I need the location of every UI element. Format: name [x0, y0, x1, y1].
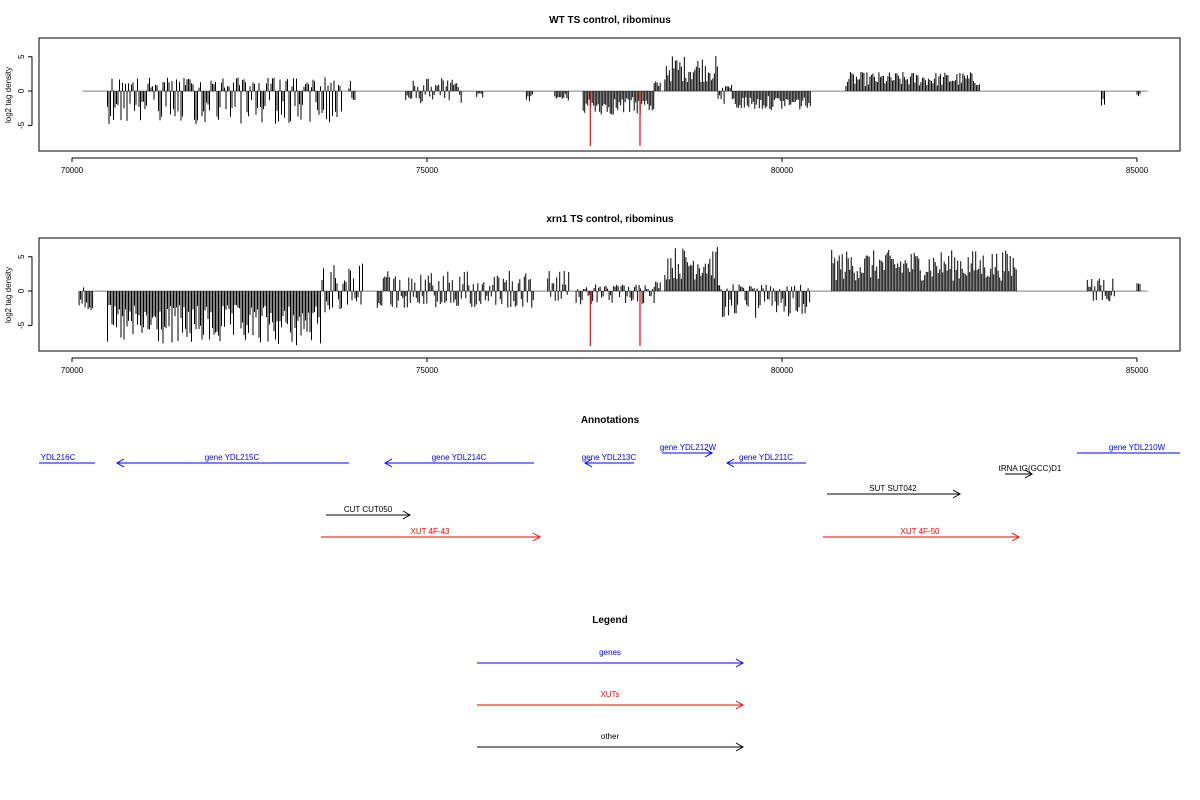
legend-label: XUTs — [600, 690, 619, 699]
y-axis-label: log2 tag density — [4, 267, 13, 323]
x-tick-label: 80000 — [771, 366, 794, 375]
legend-label: genes — [599, 648, 621, 657]
x-tick-label: 70000 — [61, 166, 84, 175]
arrowhead-left — [383, 458, 393, 468]
y-tick-label: 0 — [17, 88, 26, 93]
marks-group — [78, 247, 1148, 346]
x-tick-label: 75000 — [416, 366, 439, 375]
arrowhead-right — [1024, 469, 1034, 479]
y-tick-label: 0 — [17, 288, 26, 293]
annotation-label: gene YDL215C — [205, 453, 260, 462]
marks-group — [82, 55, 1148, 146]
annotation-label: XUT 4F-50 — [901, 527, 941, 536]
arrowhead-right — [735, 658, 745, 668]
arrowhead-right — [704, 448, 714, 458]
legend-title: Legend — [592, 615, 628, 626]
annotation-label: tRNA tG(GCC)D1 — [999, 464, 1062, 473]
annotation-feature: gene YDL213C — [582, 453, 637, 468]
annotation-label: SUT SUT042 — [869, 484, 917, 493]
arrowhead-right — [952, 489, 962, 499]
arrowhead-right — [532, 532, 542, 542]
annotation-label: gene YDL211C — [739, 453, 793, 462]
y-tick-label: -5 — [17, 321, 26, 329]
annotation-label: gene YDL210W — [1109, 443, 1166, 452]
annotation-feature: gene YDL210W — [1077, 443, 1180, 454]
annotation-feature: gene YDL214C — [383, 453, 534, 468]
x-tick-label: 80000 — [771, 166, 794, 175]
plot-frame — [38, 237, 1181, 352]
annotation-feature: SUT SUT042 — [827, 484, 962, 499]
annotation-feature: CUT CUT050 — [326, 505, 412, 520]
legend-item: genes — [477, 648, 745, 668]
annotations-title: Annotations — [581, 415, 640, 426]
plot-frame — [38, 37, 1181, 152]
annotation-label: YDL216C — [41, 453, 76, 462]
annotation-feature: XUT 4F-50 — [823, 527, 1021, 542]
annotation-label: gene YDL214C — [432, 453, 487, 462]
y-tick-label: -5 — [17, 121, 26, 129]
annotation-feature: gene YDL212W — [660, 443, 717, 458]
legend-group: genes XUTs other — [477, 648, 745, 752]
axes-group: 70000 75000 80000 85000 -5 0 5 — [17, 254, 1149, 375]
annotation-label: gene YDL213C — [582, 453, 637, 462]
arrowhead-right — [1011, 532, 1021, 542]
wt-panel: WT TS control, ribominus log2 tag densit… — [4, 15, 1181, 175]
legend-label: other — [601, 732, 620, 741]
annotation-label: XUT 4F-43 — [411, 527, 451, 536]
annotation-feature: XUT 4F-43 — [321, 527, 542, 542]
y-tick-label: 5 — [17, 254, 26, 259]
arrowhead-right — [735, 700, 745, 710]
annotation-label: CUT CUT050 — [344, 505, 393, 514]
annotation-label: gene YDL212W — [660, 443, 717, 452]
y-tick-label: 5 — [17, 54, 26, 59]
x-tick-label: 70000 — [61, 366, 84, 375]
arrowhead-right — [735, 742, 745, 752]
panel-title: xrn1 TS control, ribominus — [546, 214, 674, 225]
legend-item: XUTs — [477, 690, 745, 710]
annotation-feature: YDL216C — [39, 453, 95, 464]
x-tick-label: 85000 — [1126, 366, 1149, 375]
arrowhead-left — [583, 458, 593, 468]
xrn1-panel: xrn1 TS control, ribominus log2 tag dens… — [4, 214, 1181, 375]
x-tick-label: 85000 — [1126, 166, 1149, 175]
annotation-feature: gene YDL211C — [725, 453, 806, 468]
arrowhead-right — [402, 510, 412, 520]
annotation-feature: tRNA tG(GCC)D1 — [999, 464, 1062, 479]
y-axis-label: log2 tag density — [4, 67, 13, 123]
annotations-group: YDL216C gene YDL215C gene YDL214C gene YDL2… — [39, 443, 1180, 542]
arrowhead-left — [725, 458, 735, 468]
annotation-feature: gene YDL215C — [115, 453, 349, 468]
legend-item: other — [477, 732, 745, 752]
x-tick-label: 75000 — [416, 166, 439, 175]
axes-group: 70000 75000 80000 85000 -5 0 5 — [17, 54, 1149, 175]
panel-title: WT TS control, ribominus — [549, 15, 671, 26]
arrowhead-left — [115, 458, 125, 468]
